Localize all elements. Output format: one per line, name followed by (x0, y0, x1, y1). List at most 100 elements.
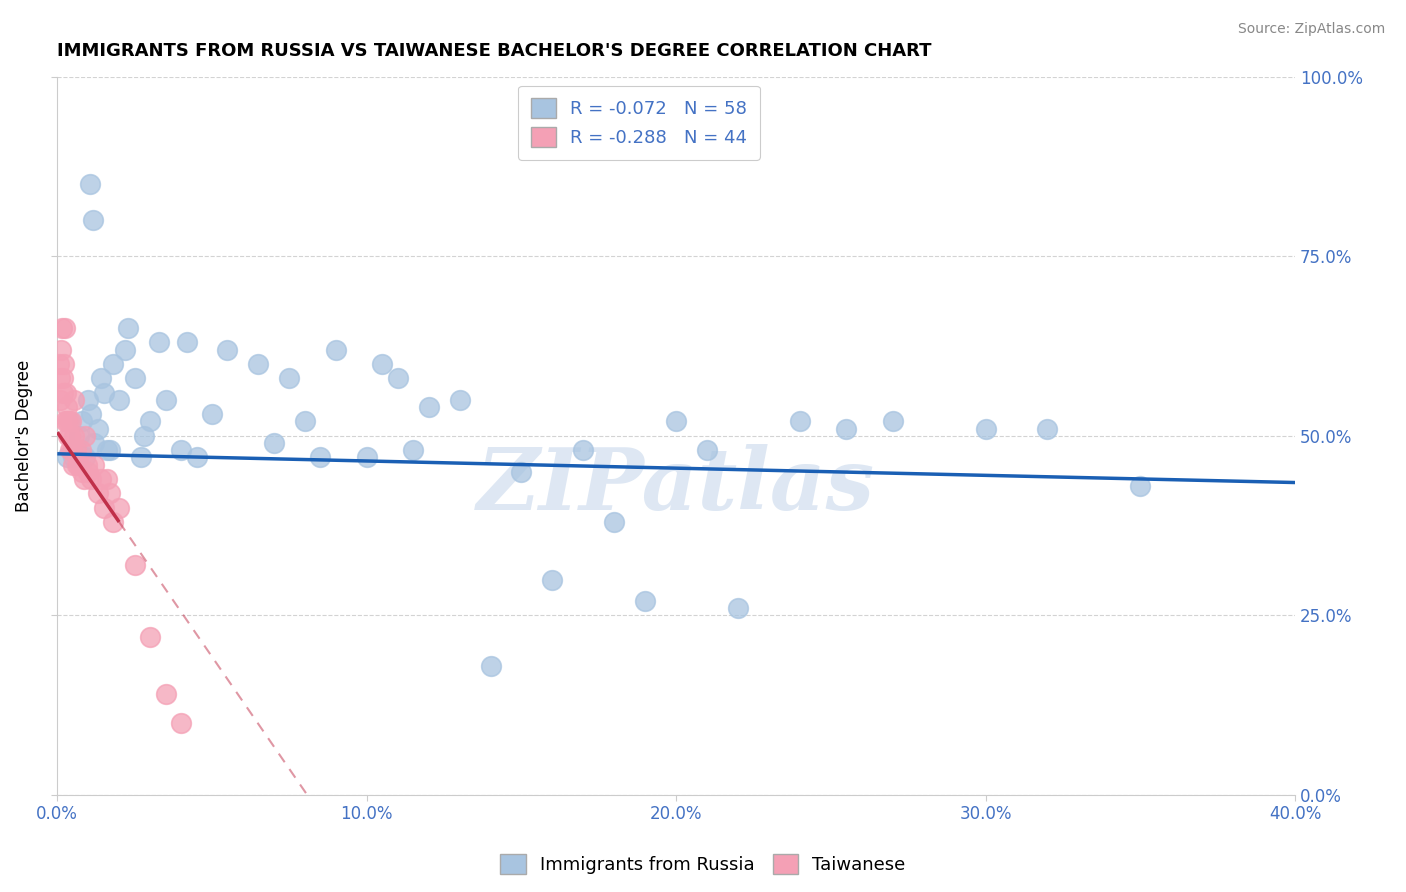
Point (55, 400, 77, 414)
Point (217, 343, 239, 357)
Point (727, 601, 749, 615)
Point (93, 385, 115, 400)
Point (201, 407, 224, 421)
Point (86, 422, 108, 436)
Point (387, 371, 409, 385)
Point (696, 443, 718, 458)
Point (63, 429, 86, 443)
Point (835, 422, 858, 436)
Point (124, 371, 146, 385)
Point (53, 321, 76, 335)
Point (789, 414, 811, 428)
Point (108, 392, 131, 407)
Y-axis label: Bachelor's Degree: Bachelor's Degree (15, 359, 32, 512)
Point (1036, 422, 1059, 436)
Point (51, 321, 73, 335)
Point (129, 450, 152, 465)
Point (80, 407, 103, 421)
Point (60, 414, 83, 428)
Legend: Immigrants from Russia, Taiwanese: Immigrants from Russia, Taiwanese (491, 845, 915, 883)
Point (69, 443, 91, 458)
Point (77, 392, 100, 407)
Point (155, 688, 177, 702)
Point (1129, 479, 1152, 493)
Point (176, 335, 198, 350)
Point (55, 450, 77, 465)
Point (72, 472, 94, 486)
Point (48, 357, 70, 371)
Point (53, 357, 76, 371)
Point (58, 414, 80, 428)
Point (90, 472, 112, 486)
Point (132, 429, 155, 443)
Point (974, 422, 997, 436)
Point (75, 450, 97, 465)
Point (510, 465, 533, 479)
Point (62, 458, 84, 472)
Point (62, 450, 84, 465)
Point (418, 400, 440, 414)
Point (70, 465, 93, 479)
Point (60, 443, 83, 458)
Point (124, 558, 146, 573)
Point (66, 458, 89, 472)
Point (98, 443, 121, 458)
Point (117, 321, 139, 335)
Point (294, 414, 316, 428)
Point (96, 443, 118, 458)
Point (55, 385, 77, 400)
Point (541, 573, 564, 587)
Point (139, 414, 162, 428)
Point (63, 392, 86, 407)
Point (402, 443, 425, 458)
Point (65, 443, 87, 458)
Text: Source: ZipAtlas.com: Source: ZipAtlas.com (1237, 22, 1385, 37)
Point (75, 429, 97, 443)
Point (108, 500, 131, 515)
Point (186, 450, 208, 465)
Point (82, 213, 104, 227)
Point (65, 443, 87, 458)
Point (170, 443, 193, 458)
Legend: R = -0.072   N = 58, R = -0.288   N = 44: R = -0.072 N = 58, R = -0.288 N = 44 (517, 86, 761, 160)
Point (247, 357, 270, 371)
Point (139, 630, 162, 644)
Point (52, 385, 75, 400)
Point (309, 450, 332, 465)
Point (371, 357, 394, 371)
Point (83, 458, 105, 472)
Point (170, 716, 193, 731)
Point (155, 392, 177, 407)
Point (67, 429, 90, 443)
Point (70, 414, 93, 428)
Point (603, 515, 626, 529)
Point (56, 414, 79, 428)
Point (634, 594, 657, 608)
Point (59, 443, 82, 458)
Point (449, 392, 471, 407)
Point (59, 429, 82, 443)
Point (114, 343, 136, 357)
Point (101, 357, 124, 371)
Point (882, 414, 904, 428)
Point (278, 371, 301, 385)
Point (53, 414, 76, 428)
Point (356, 450, 378, 465)
Point (49, 343, 72, 357)
Point (49, 371, 72, 385)
Point (52, 371, 75, 385)
Text: ZIPatlas: ZIPatlas (477, 444, 875, 528)
Point (101, 515, 124, 529)
Point (80, 472, 103, 486)
Point (76, 458, 98, 472)
Point (96, 472, 118, 486)
Point (98, 486, 121, 500)
Point (83, 436, 105, 450)
Point (79, 178, 101, 192)
Point (479, 658, 502, 673)
Point (325, 343, 347, 357)
Point (90, 371, 112, 385)
Point (572, 443, 595, 458)
Point (49, 392, 72, 407)
Point (148, 335, 170, 350)
